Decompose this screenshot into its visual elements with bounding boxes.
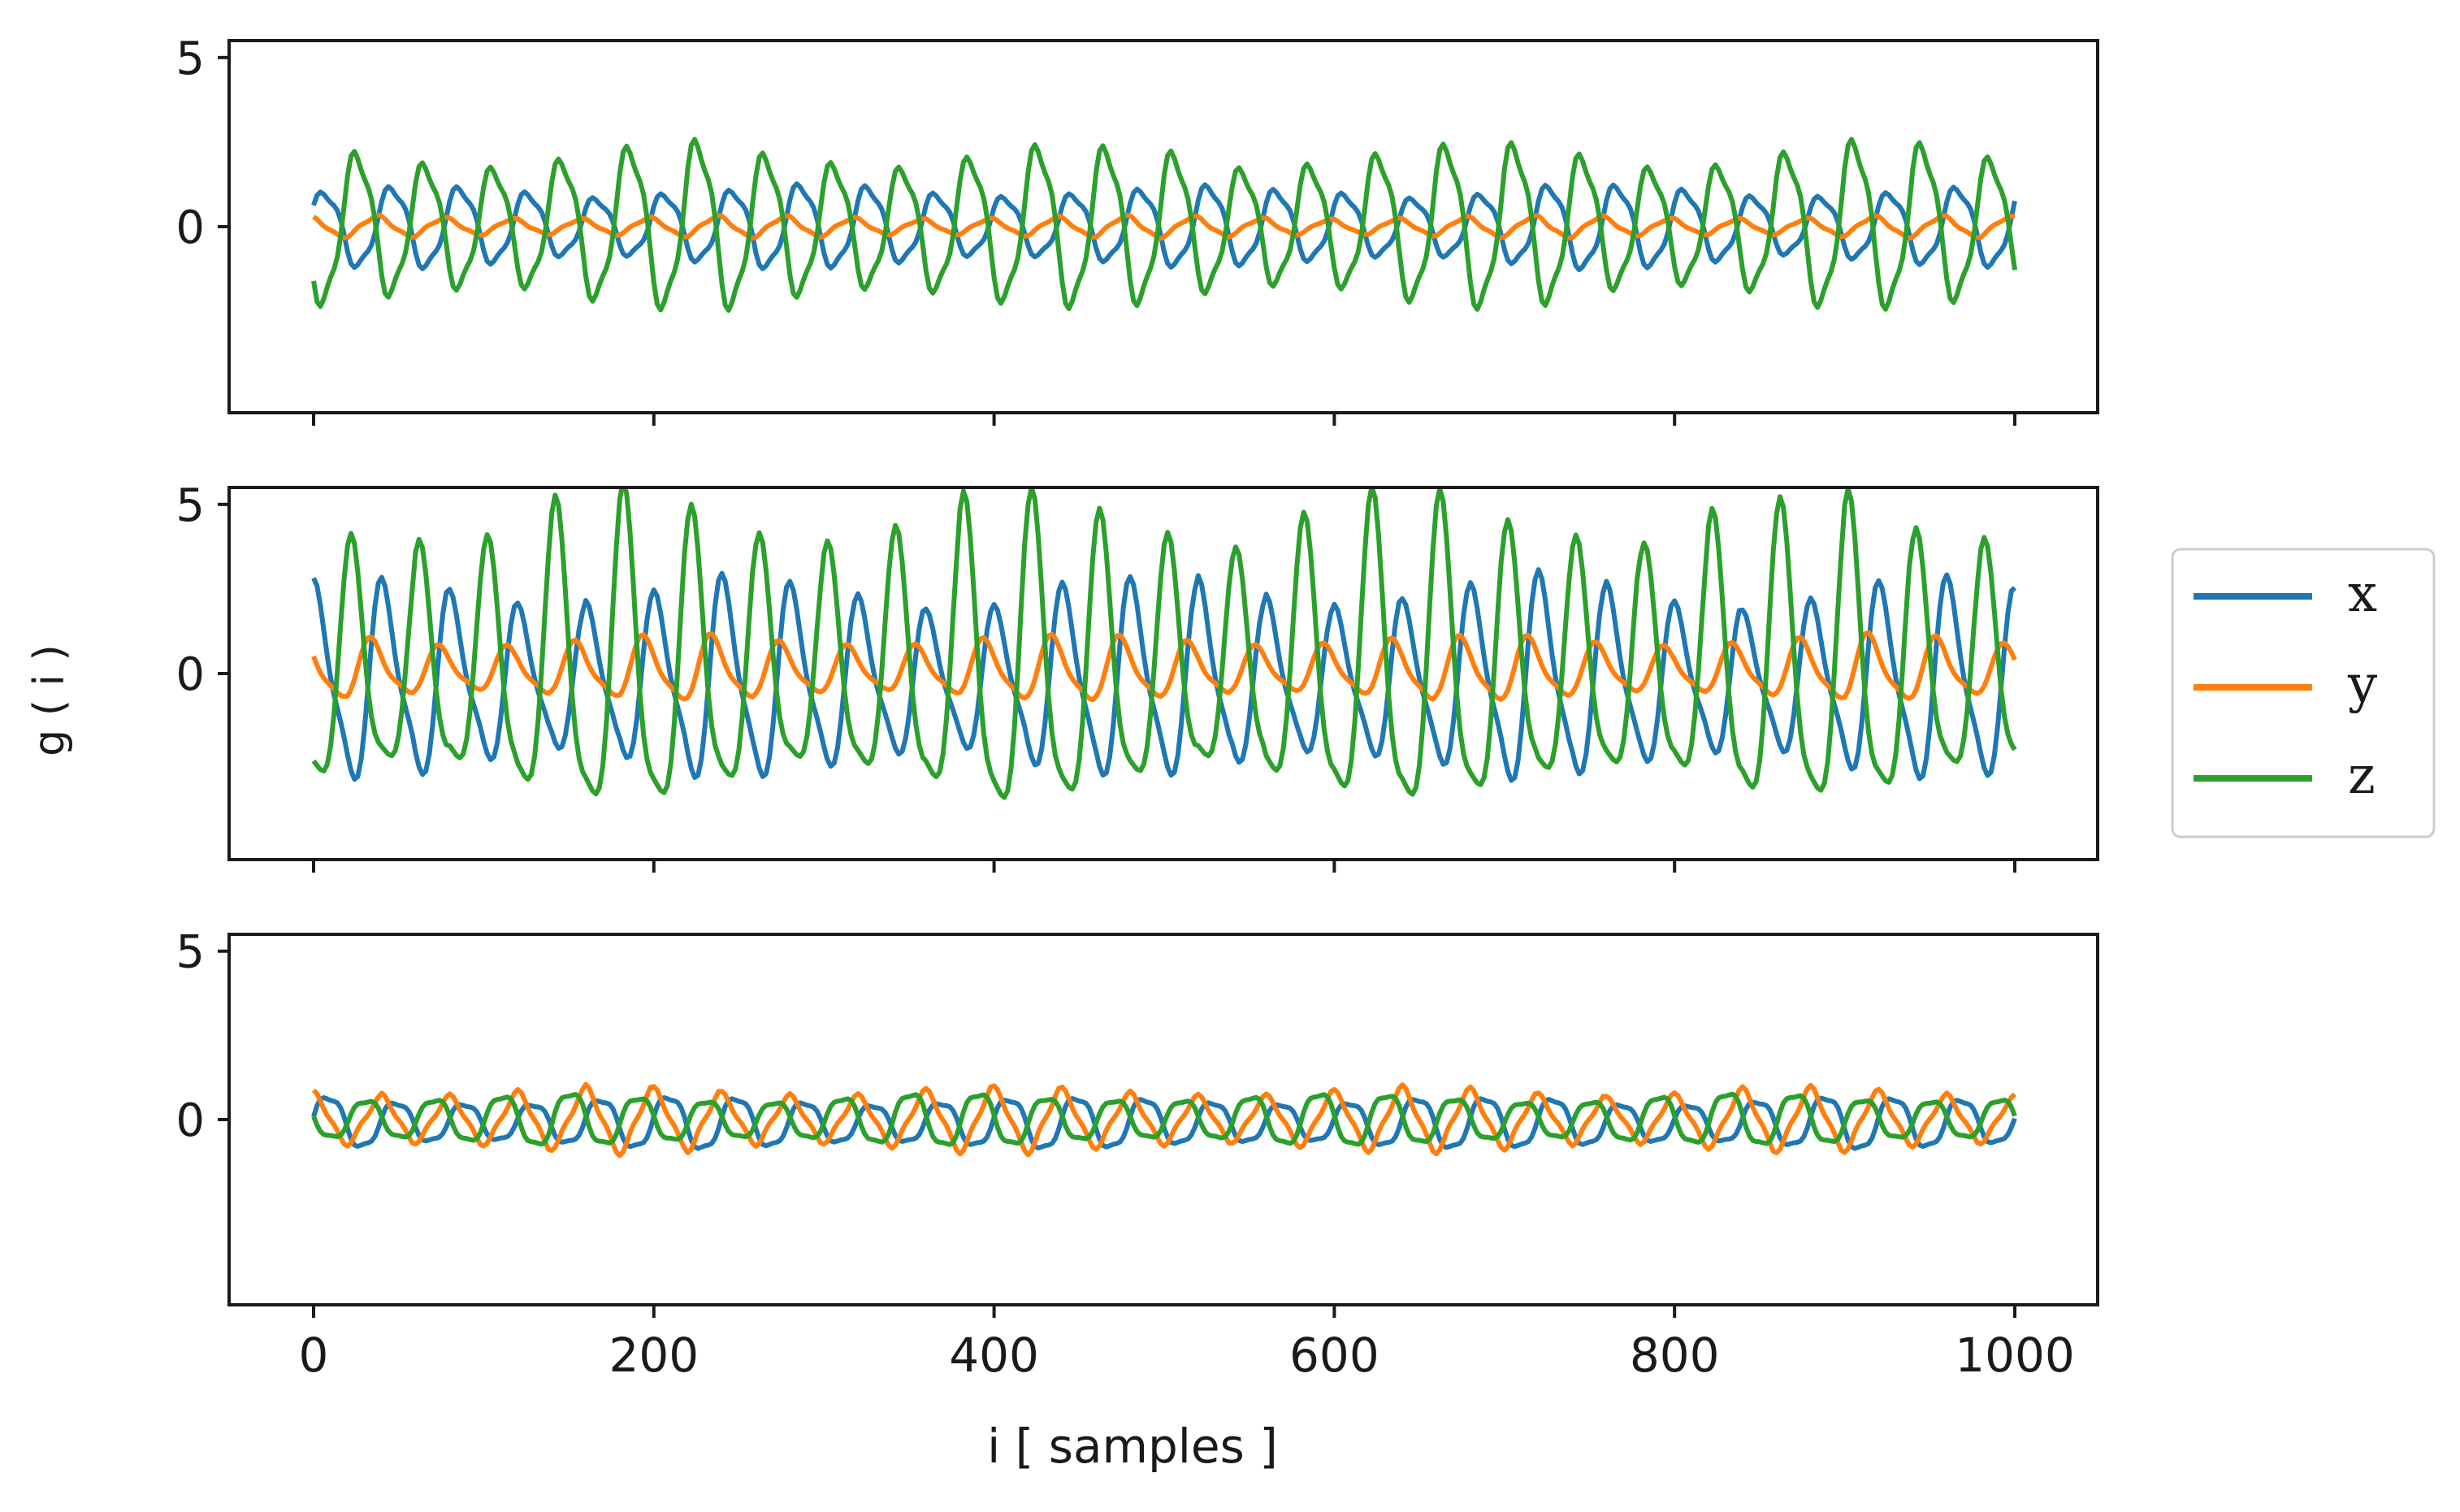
xtick-label-400: 400 <box>949 1328 1039 1383</box>
panel-2-series-y <box>311 630 2017 703</box>
legend-label-x: x <box>2348 564 2377 624</box>
y-axis-label: g ( i ) <box>25 644 74 756</box>
panel-3: 0 5 0 200 400 600 800 1000 <box>175 926 2099 1383</box>
panel-1-series-x <box>311 181 2017 272</box>
panel-3-series-z <box>311 1091 2017 1147</box>
xtick-label-800: 800 <box>1630 1328 1720 1383</box>
legend: x y z <box>2171 548 2436 838</box>
xtick-label-0: 0 <box>299 1328 329 1383</box>
xtick-label-200: 200 <box>609 1328 699 1383</box>
xtick-label-1000: 1000 <box>1955 1328 2075 1383</box>
panel-1: 05 <box>175 32 2099 426</box>
panel-2: 05 <box>175 479 2099 873</box>
panel-3-ytick-label-0: 0 <box>175 1094 205 1147</box>
xtick-label-600: 600 <box>1289 1328 1379 1383</box>
panel-3-series-y <box>311 1081 2017 1159</box>
panel-2-ytick-label-5: 5 <box>175 479 205 532</box>
panel-3-ytick-label-5: 5 <box>175 926 205 979</box>
legend-label-y: y <box>2347 655 2377 715</box>
legend-label-z: z <box>2348 746 2376 806</box>
panel-2-series-x <box>311 567 2017 783</box>
panel-1-ytick-label-0: 0 <box>175 201 205 254</box>
legend-box <box>2171 548 2436 838</box>
panel-1-series-z <box>311 136 2017 313</box>
panel-1-series-y <box>312 212 2016 241</box>
panel-1-frame <box>227 39 2099 414</box>
panel-2-ytick-label-0: 0 <box>175 648 205 701</box>
x-axis-label: i [ samples ] <box>987 1419 1278 1474</box>
panel-1-ytick-label-5: 5 <box>175 32 205 85</box>
panel-2-series-z <box>311 487 2017 800</box>
